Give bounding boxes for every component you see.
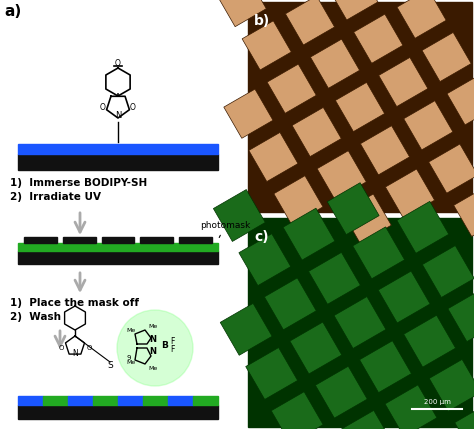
Text: 1)  Place the mask off: 1) Place the mask off xyxy=(10,298,139,308)
Bar xyxy=(18,251,218,264)
Bar xyxy=(168,396,193,405)
Text: Me: Me xyxy=(127,327,136,332)
Polygon shape xyxy=(422,33,471,82)
Polygon shape xyxy=(242,21,292,70)
Bar xyxy=(93,396,118,405)
Bar xyxy=(193,396,218,405)
Bar xyxy=(18,396,43,405)
Bar xyxy=(248,2,472,212)
Polygon shape xyxy=(360,341,411,393)
Polygon shape xyxy=(249,133,298,181)
Text: O: O xyxy=(115,58,121,67)
Bar xyxy=(68,396,93,405)
Bar xyxy=(143,396,168,405)
Polygon shape xyxy=(428,144,474,193)
Polygon shape xyxy=(397,201,449,253)
Polygon shape xyxy=(224,89,273,138)
Polygon shape xyxy=(246,347,298,399)
Polygon shape xyxy=(342,194,392,243)
Text: b): b) xyxy=(254,14,270,28)
Text: S: S xyxy=(107,362,113,371)
Bar xyxy=(179,237,212,243)
Polygon shape xyxy=(353,227,405,279)
Polygon shape xyxy=(239,234,291,286)
Polygon shape xyxy=(267,64,316,113)
Text: F: F xyxy=(170,338,174,347)
Text: N: N xyxy=(149,347,156,356)
Bar xyxy=(24,237,57,243)
Polygon shape xyxy=(378,271,430,323)
Polygon shape xyxy=(397,0,446,38)
Text: a): a) xyxy=(4,4,21,19)
Polygon shape xyxy=(290,322,342,374)
Polygon shape xyxy=(292,107,341,157)
Polygon shape xyxy=(379,57,428,106)
Polygon shape xyxy=(336,82,384,132)
Polygon shape xyxy=(220,303,272,355)
Text: O: O xyxy=(58,345,64,351)
Polygon shape xyxy=(217,0,266,27)
Text: c): c) xyxy=(254,230,269,244)
Text: O: O xyxy=(130,103,136,112)
Bar xyxy=(18,154,218,170)
Text: 9: 9 xyxy=(126,355,131,361)
Text: B: B xyxy=(162,341,168,350)
Polygon shape xyxy=(354,14,403,63)
Bar xyxy=(101,237,134,243)
Polygon shape xyxy=(429,360,474,411)
Polygon shape xyxy=(422,245,474,297)
Polygon shape xyxy=(448,290,474,341)
Polygon shape xyxy=(327,183,379,235)
Text: 2)  Irradiate UV: 2) Irradiate UV xyxy=(10,192,101,202)
Polygon shape xyxy=(317,151,366,200)
Polygon shape xyxy=(404,101,453,150)
Text: O: O xyxy=(86,345,91,351)
Bar xyxy=(118,396,143,405)
Polygon shape xyxy=(309,252,360,304)
Text: Me: Me xyxy=(127,360,136,365)
Polygon shape xyxy=(264,278,316,330)
Polygon shape xyxy=(404,315,456,367)
Polygon shape xyxy=(328,0,378,20)
Bar xyxy=(18,144,218,154)
Polygon shape xyxy=(360,126,410,175)
Polygon shape xyxy=(385,385,437,429)
Text: photomask: photomask xyxy=(200,221,250,238)
Text: N: N xyxy=(72,350,78,359)
Polygon shape xyxy=(341,411,393,429)
Bar xyxy=(43,396,68,405)
Bar xyxy=(18,243,218,251)
Text: F: F xyxy=(170,345,174,354)
Bar xyxy=(248,218,472,427)
Polygon shape xyxy=(213,190,265,242)
Polygon shape xyxy=(271,392,323,429)
Text: 2)  Wash: 2) Wash xyxy=(10,312,61,322)
Polygon shape xyxy=(315,366,367,418)
Text: N: N xyxy=(115,112,121,121)
Polygon shape xyxy=(454,187,474,236)
Polygon shape xyxy=(385,169,435,218)
Text: Me: Me xyxy=(148,366,158,371)
Bar xyxy=(18,405,218,419)
Circle shape xyxy=(117,310,193,386)
Text: 200 μm: 200 μm xyxy=(424,399,450,405)
Polygon shape xyxy=(285,0,335,45)
Text: 1)  Immerse BODIPY-SH: 1) Immerse BODIPY-SH xyxy=(10,178,147,188)
Polygon shape xyxy=(455,404,474,429)
Polygon shape xyxy=(274,176,323,225)
Polygon shape xyxy=(310,39,360,88)
Text: N: N xyxy=(149,335,156,344)
Text: Me: Me xyxy=(148,323,158,329)
Bar xyxy=(140,237,173,243)
Text: O: O xyxy=(100,103,106,112)
Polygon shape xyxy=(334,296,386,348)
Polygon shape xyxy=(283,208,335,260)
Polygon shape xyxy=(447,76,474,125)
Bar xyxy=(63,237,96,243)
